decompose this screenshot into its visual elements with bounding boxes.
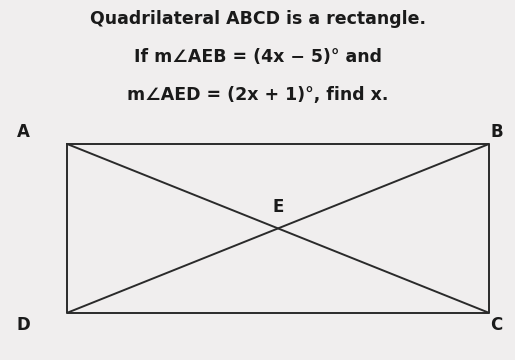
Text: E: E xyxy=(272,198,284,216)
Text: C: C xyxy=(490,316,503,334)
Text: Quadrilateral ABCD is a rectangle.: Quadrilateral ABCD is a rectangle. xyxy=(90,10,425,28)
Text: B: B xyxy=(490,123,503,141)
Text: m∠AED = (2x + 1)°, find x.: m∠AED = (2x + 1)°, find x. xyxy=(127,86,388,104)
Text: If m∠AEB = (4x − 5)° and: If m∠AEB = (4x − 5)° and xyxy=(133,48,382,66)
Text: D: D xyxy=(17,316,31,334)
Text: A: A xyxy=(18,123,30,141)
